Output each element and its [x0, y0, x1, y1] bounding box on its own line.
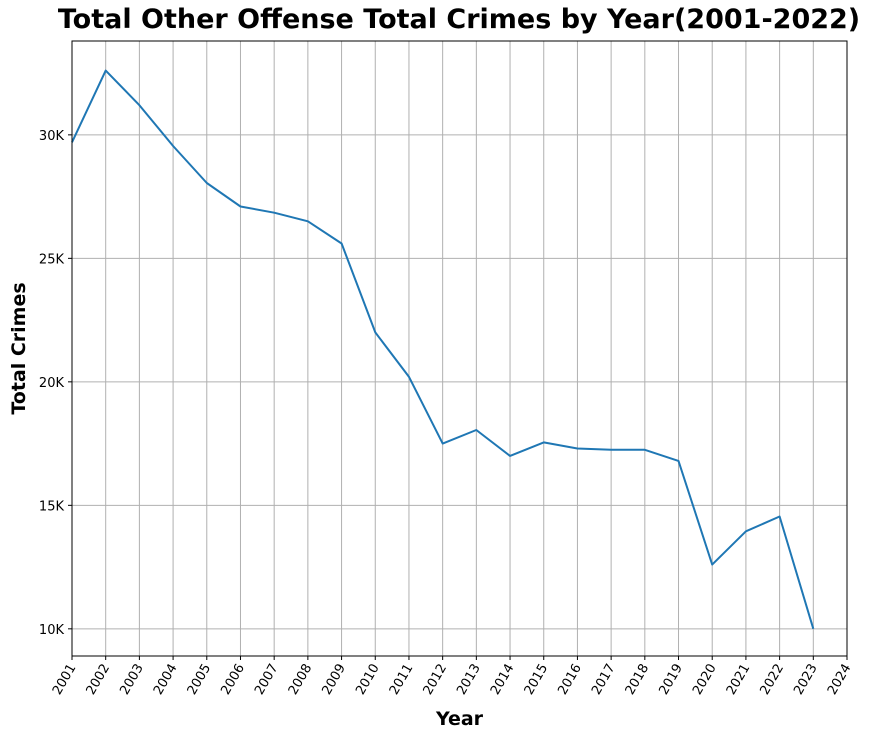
- y-tick-label: 20K: [39, 376, 65, 391]
- x-tick-label: 2012: [421, 662, 451, 698]
- x-tick-label: 2003: [117, 662, 147, 698]
- x-tick-label: 2019: [656, 662, 686, 698]
- x-tick-label: 2007: [252, 662, 282, 698]
- x-tick-label: 2018: [623, 662, 653, 698]
- grid-lines: [71, 41, 848, 656]
- x-tick-label: 2024: [825, 662, 855, 698]
- x-axis-ticks: 2001 2002 2003 2004 2005 2006 2007 2008 2009 2010…: [50, 656, 855, 698]
- x-tick-label: 2004: [151, 662, 181, 698]
- x-tick-label: 2013: [454, 662, 484, 698]
- x-tick-label: 2023: [791, 662, 821, 698]
- series-line: [71, 69, 815, 630]
- x-tick-label: 2016: [555, 662, 585, 698]
- x-tick-label: 2009: [319, 662, 349, 698]
- y-axis-ticks: 10K 15K 20K 25K 30K: [39, 129, 72, 638]
- x-tick-label: 2017: [589, 662, 619, 698]
- x-tick-label: 2005: [185, 662, 215, 698]
- series-layer: [71, 69, 815, 630]
- y-tick-label: 25K: [39, 252, 65, 267]
- chart-title: Total Other Offense Total Crimes by Year…: [57, 4, 861, 35]
- x-tick-label: 2022: [758, 662, 788, 698]
- x-tick-label: 2008: [286, 662, 316, 698]
- y-tick-label: 30K: [39, 129, 65, 144]
- x-tick-label: 2006: [218, 662, 248, 698]
- x-tick-label: 2001: [50, 662, 80, 698]
- x-tick-label: 2002: [84, 662, 114, 698]
- x-tick-label: 2011: [387, 662, 417, 698]
- x-tick-label: 2020: [690, 662, 720, 698]
- x-axis-label: Year: [435, 708, 484, 730]
- x-tick-label: 2014: [488, 662, 518, 698]
- axes-frame: [71, 40, 848, 657]
- x-tick-label: 2015: [522, 662, 552, 698]
- y-tick-label: 10K: [39, 623, 65, 638]
- x-tick-label: 2021: [724, 662, 754, 698]
- x-tick-label: 2010: [353, 662, 383, 698]
- y-axis-label: Total Crimes: [8, 282, 30, 414]
- y-tick-label: 15K: [39, 499, 65, 514]
